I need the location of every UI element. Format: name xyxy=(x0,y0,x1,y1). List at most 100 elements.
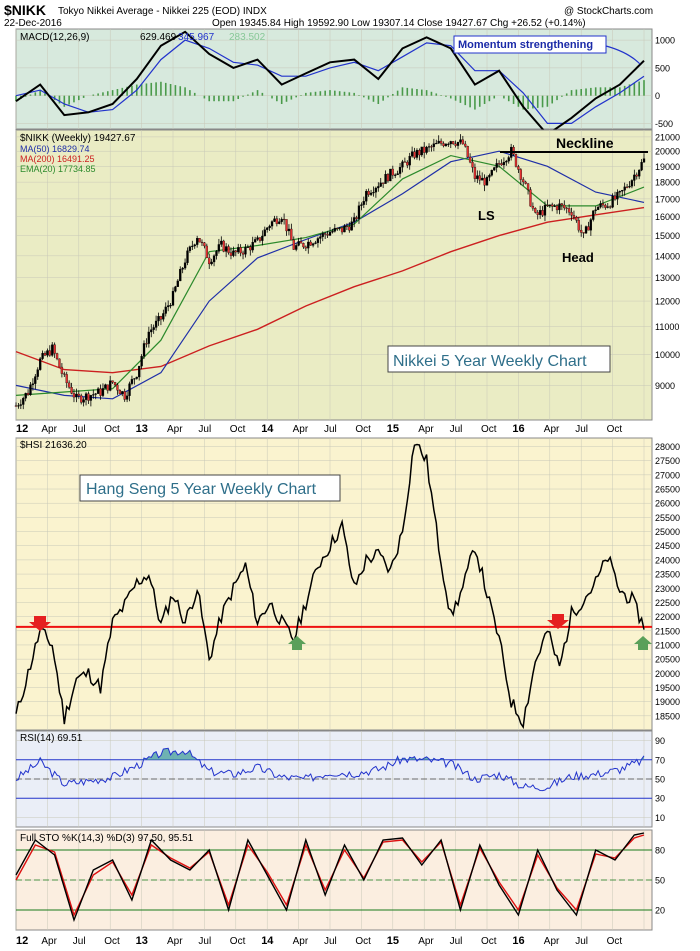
macd-histogram-bar xyxy=(15,95,17,102)
macd-histogram-bar xyxy=(532,95,534,109)
y-tick-label: 27000 xyxy=(655,470,680,480)
price-bar-body xyxy=(179,269,182,282)
rsi-label: RSI(14) 69.51 xyxy=(20,733,83,744)
price-bar-body xyxy=(398,167,402,174)
macd-histogram-bar xyxy=(285,95,288,102)
macd-histogram-bar xyxy=(459,95,462,103)
macd-histogram-bar xyxy=(464,95,467,106)
price-bar-body xyxy=(340,227,344,233)
macd-histogram-bar xyxy=(628,84,631,96)
price-bar-body xyxy=(394,174,397,176)
sto-grid xyxy=(15,830,652,930)
price-bar-body xyxy=(164,306,167,314)
price-bar-body xyxy=(92,394,95,396)
price-bar-body xyxy=(268,225,271,229)
price-bar-body xyxy=(476,175,479,179)
price-bar-body xyxy=(80,395,83,403)
price-bar-body xyxy=(642,158,646,163)
sto-label: Full STO %K(14,3) %D(3) 97.50, 95.51 xyxy=(20,833,194,844)
down-arrow-marker xyxy=(29,616,51,631)
macd-histogram-bar xyxy=(29,94,32,96)
price-bar-body xyxy=(555,205,559,211)
price-bar-body xyxy=(379,182,382,187)
price-bar-body xyxy=(473,167,477,179)
price-bar-body xyxy=(263,229,266,237)
y-tick-label: 90 xyxy=(655,736,665,746)
price-bar-body xyxy=(106,384,109,391)
price-bar-body xyxy=(377,186,380,189)
macd-histogram-bar xyxy=(193,92,196,96)
y-tick-label: 11000 xyxy=(655,322,679,332)
price-bar-body xyxy=(630,180,634,187)
macd-histogram-bar xyxy=(169,84,172,96)
macd-histogram-bar xyxy=(271,95,273,99)
price-bar-body xyxy=(270,221,274,227)
price-bar-body xyxy=(87,393,90,401)
y-tick-label: 13000 xyxy=(655,273,680,283)
price-bar-body xyxy=(505,160,508,163)
price-bar-body xyxy=(538,210,542,215)
price-bar-body xyxy=(365,190,368,202)
macd-histogram-bar xyxy=(208,95,211,102)
price-bar-body xyxy=(447,143,450,145)
price-bar-body xyxy=(280,218,283,222)
price-bar-body xyxy=(67,382,71,388)
x-tick-label: Oct xyxy=(104,424,120,435)
macd-histogram-bar xyxy=(140,84,143,96)
macd-histogram-bar xyxy=(536,95,539,108)
macd-histogram-bar xyxy=(160,81,162,96)
price-bar-body xyxy=(55,353,59,360)
price-bar-body xyxy=(256,237,259,240)
macd-histogram-bar xyxy=(131,85,133,96)
x-axis-top: 12 Apr Jul Oct 13 Apr Jul Oct 14 Apr Jul Oct 15 Apr Ju… xyxy=(16,423,622,435)
macd-histogram-bar xyxy=(382,95,384,101)
price-bar-body xyxy=(241,252,245,255)
price-bar-body xyxy=(353,217,356,222)
y-tick-label: 18500 xyxy=(655,711,680,721)
price-bar-body xyxy=(522,179,525,183)
price-bar-body xyxy=(386,174,390,182)
price-bar-body xyxy=(367,190,370,195)
y-tick-label: 19000 xyxy=(655,697,680,707)
price-bar-body xyxy=(229,252,233,256)
macd-histogram-bar xyxy=(150,82,153,96)
price-bar-body xyxy=(319,236,322,239)
macd-histogram-bar xyxy=(440,95,442,96)
price-bar-body xyxy=(157,316,160,322)
macd-histogram-bar xyxy=(478,95,481,107)
hsi-axis: 28000 27500 27000 26500 26000 25500 25000 24500… xyxy=(655,442,680,721)
price-bar-body xyxy=(425,146,428,153)
price-bar-body xyxy=(307,241,310,249)
price-bar-body xyxy=(198,238,201,243)
macd-histogram-bar xyxy=(493,95,496,99)
price-bar-body xyxy=(266,227,269,230)
y-tick-label: 15000 xyxy=(655,231,680,241)
price-bar-body xyxy=(261,235,264,241)
price-bar-body xyxy=(152,327,155,330)
x-tick-label: Jul xyxy=(450,936,463,947)
x-tick-label: Jul xyxy=(324,936,337,947)
price-bar-body xyxy=(483,177,486,186)
price-bar-body xyxy=(524,181,527,184)
macd-histogram-bar xyxy=(503,95,505,99)
price-bar-body xyxy=(389,168,392,182)
x-tick-label: Jul xyxy=(198,424,211,435)
y-tick-label: 19000 xyxy=(655,162,680,172)
macd-histogram-bar xyxy=(445,95,447,97)
price-bar-body xyxy=(362,201,365,205)
price-bar-body xyxy=(584,226,588,234)
macd-histogram-bar xyxy=(425,90,428,96)
price-bar-body xyxy=(604,204,607,208)
price-bar-body xyxy=(24,392,27,399)
price-bar-body xyxy=(48,350,51,356)
price-bar-body xyxy=(471,161,474,168)
macd-histogram-bar xyxy=(556,95,558,101)
price-bar-body xyxy=(43,352,47,356)
price-bar-body xyxy=(104,384,107,389)
macd-histogram-bar xyxy=(179,86,182,96)
price-bar-body xyxy=(514,153,518,167)
neckline-label: Neckline xyxy=(556,135,614,151)
x-axis-bottom: 12 Apr Jul Oct 13 Apr Jul Oct 14 Apr Jul Oct 15 Apr Ju… xyxy=(16,935,622,947)
macd-histogram-bar xyxy=(261,92,264,96)
macd-signal-line xyxy=(15,39,645,124)
